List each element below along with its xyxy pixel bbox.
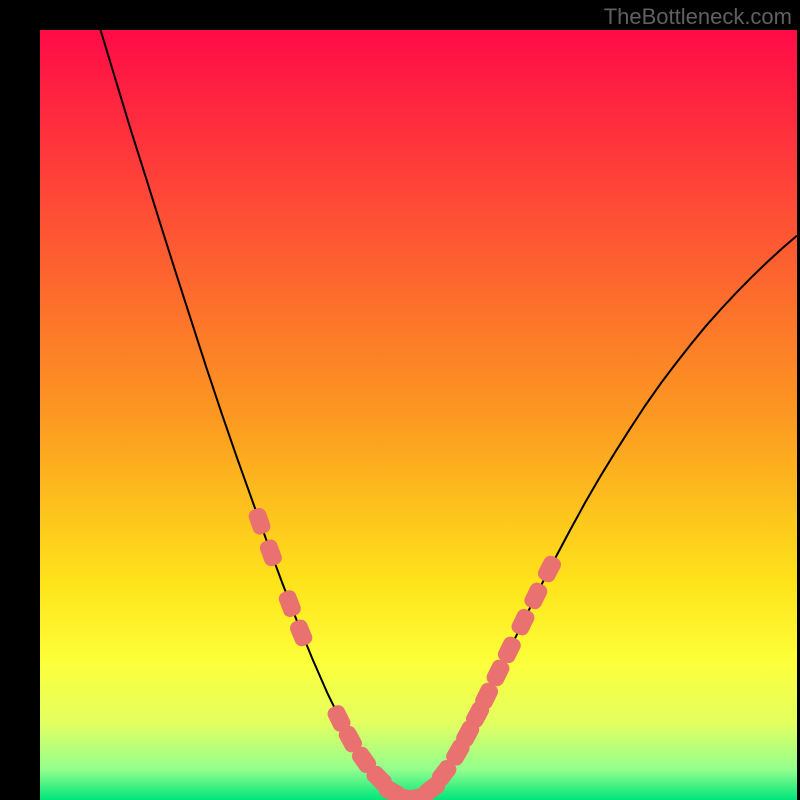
curve-marker — [247, 506, 273, 537]
curve-marker — [258, 538, 284, 569]
curve-path — [101, 30, 797, 799]
curve-marker — [509, 606, 537, 637]
curve-marker — [522, 580, 550, 611]
curve-marker — [535, 553, 563, 584]
curve-marker — [288, 617, 315, 648]
marker-layer — [247, 506, 564, 800]
curve-marker — [277, 588, 303, 619]
curve-svg — [40, 30, 797, 800]
watermark-text: TheBottleneck.com — [604, 4, 792, 30]
plot-area — [40, 30, 797, 800]
